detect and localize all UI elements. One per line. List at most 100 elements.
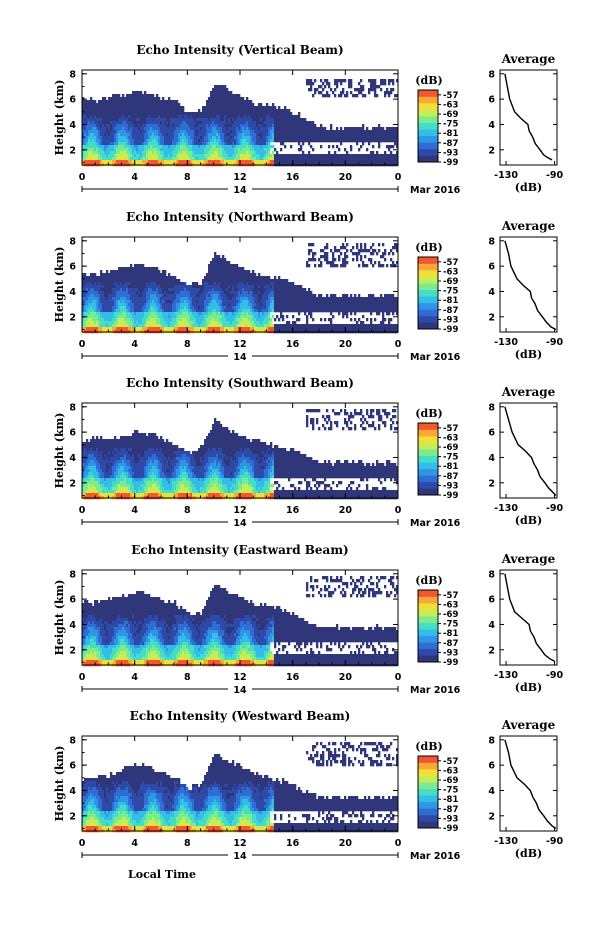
x-tick-label: 4	[131, 172, 138, 183]
colorbar-band	[418, 775, 438, 783]
y-tick-label: 6	[69, 95, 76, 106]
average-title: Average	[501, 219, 556, 233]
colorbar-tick-label: -87	[443, 639, 458, 649]
colorbar-tick-label: -75	[443, 786, 458, 796]
x-tick-label: 12	[233, 339, 246, 350]
y-tick-label: 4	[69, 620, 76, 631]
y-tick-label: 8	[69, 69, 76, 80]
x-tick-label: 0	[79, 838, 86, 849]
colorbar-band	[418, 603, 438, 610]
average-y-tick-label: 2	[488, 478, 495, 489]
average-y-tick-label: 6	[488, 428, 495, 439]
y-tick-label: 8	[69, 402, 76, 413]
colorbar-unit: (dB)	[415, 574, 442, 587]
x-tick-label: 16	[286, 672, 300, 683]
average-profile-line	[504, 406, 557, 496]
x-tick-label: 16	[286, 505, 300, 516]
colorbar-band	[418, 103, 438, 110]
y-tick-label: 4	[69, 120, 76, 131]
x-tick-label: 8	[184, 672, 191, 683]
x-tick-label: 0	[79, 672, 86, 683]
x-tick-label: 0	[395, 505, 402, 516]
average-y-tick-label: 6	[488, 761, 495, 772]
colorbar-tick-label: -63	[443, 600, 458, 610]
colorbar-band	[418, 129, 438, 137]
colorbar-tick-label: -87	[443, 472, 458, 482]
average-frame	[499, 569, 558, 666]
average-x-tick-label: -130	[494, 170, 518, 181]
y-tick-label: 8	[69, 569, 76, 580]
colorbar-band	[418, 257, 438, 264]
colorbar-band	[418, 135, 438, 143]
colorbar-tick-label: -81	[443, 296, 458, 306]
date-label: 14	[233, 518, 247, 529]
x-tick-label: 12	[233, 838, 246, 849]
average-y-tick-label: 4	[488, 620, 495, 631]
colorbar-tick-label: -75	[443, 620, 458, 630]
average-y-tick-label: 4	[488, 453, 495, 464]
x-tick-label: 20	[339, 172, 353, 183]
average-y-tick-label: 8	[488, 569, 495, 580]
x-tick-label: 20	[339, 505, 353, 516]
colorbar-tick-label: -81	[443, 629, 458, 639]
colorbar-unit: (dB)	[415, 241, 442, 254]
y-axis-label: Height (km)	[53, 746, 66, 822]
colorbar-tick-label: -93	[443, 648, 458, 658]
colorbar-unit: (dB)	[415, 74, 442, 87]
x-tick-label: 12	[233, 505, 246, 516]
colorbar-band	[418, 436, 438, 443]
colorbar-tick-label: -57	[443, 91, 458, 101]
x-tick-label: 8	[184, 838, 191, 849]
colorbar-tick-label: -99	[443, 658, 458, 668]
colorbar-tick-label: -75	[443, 287, 458, 297]
x-tick-label: 4	[131, 838, 138, 849]
panel-5: Echo Intensity (Westward Beam)2468Height…	[53, 709, 564, 862]
colorbar-band	[418, 109, 438, 117]
colorbar-band	[418, 429, 438, 437]
colorbar-tick-label: -87	[443, 139, 458, 149]
average-x-tick-label: -130	[494, 337, 518, 348]
colorbar-band	[418, 142, 438, 150]
panel-title: Echo Intensity (Northward Beam)	[126, 210, 354, 224]
date-label: 14	[233, 851, 247, 862]
colorbar-tick-label: -99	[443, 325, 458, 335]
average-y-tick-label: 4	[488, 786, 495, 797]
x-axis-label: Local Time	[128, 868, 196, 881]
x-tick-label: 20	[339, 838, 353, 849]
y-axis-label: Height (km)	[53, 413, 66, 489]
colorbar-band	[418, 322, 438, 330]
y-axis-label: Height (km)	[53, 580, 66, 656]
average-title: Average	[501, 552, 556, 566]
colorbar-tick-label: -93	[443, 148, 458, 158]
x-tick-label: 4	[131, 339, 138, 350]
x-tick-label: 4	[131, 505, 138, 516]
average-profile-line	[504, 739, 557, 830]
x-tick-label: 0	[395, 172, 402, 183]
colorbar-band	[418, 756, 438, 763]
average-title: Average	[501, 52, 556, 66]
colorbar-tick-label: -69	[443, 443, 458, 453]
colorbar-band	[418, 488, 438, 496]
colorbar-tick-label: -63	[443, 100, 458, 110]
colorbar-unit: (dB)	[415, 740, 442, 753]
panel-title: Echo Intensity (Vertical Beam)	[136, 43, 343, 57]
colorbar-band	[418, 276, 438, 284]
heatmap	[82, 742, 399, 833]
colorbar-band	[418, 808, 438, 816]
colorbar-band	[418, 788, 438, 796]
colorbar-tick-label: -93	[443, 315, 458, 325]
colorbar-tick-label: -69	[443, 776, 458, 786]
heatmap	[82, 409, 399, 500]
average-y-tick-label: 4	[488, 120, 495, 131]
average-profile-line	[504, 573, 555, 662]
average-y-tick-label: 2	[488, 645, 495, 656]
colorbar-band	[418, 90, 438, 97]
average-frame	[499, 69, 558, 166]
y-tick-label: 6	[69, 262, 76, 273]
y-tick-label: 4	[69, 287, 76, 298]
y-tick-label: 2	[69, 811, 76, 822]
colorbar-band	[418, 648, 438, 656]
date-label: 14	[233, 185, 247, 196]
y-tick-label: 8	[69, 236, 76, 247]
colorbar-tick-label: -57	[443, 258, 458, 268]
